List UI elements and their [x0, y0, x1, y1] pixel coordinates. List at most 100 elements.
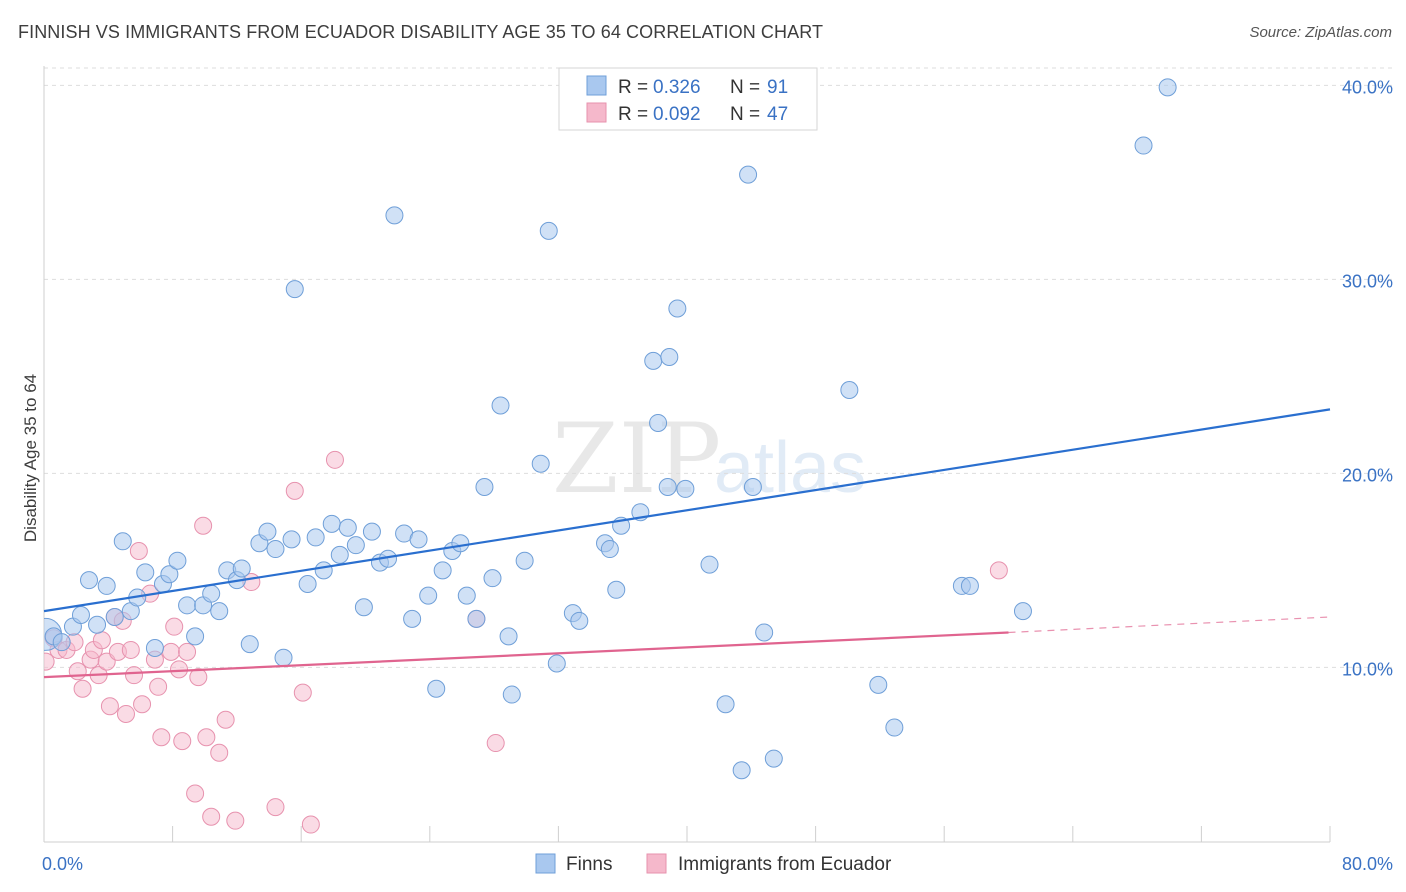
finns-point — [869, 675, 888, 694]
finns-point — [71, 606, 90, 625]
watermark: ZIP atlas — [552, 403, 866, 515]
finns-point — [1134, 136, 1153, 155]
finns-point — [739, 165, 758, 184]
finns-point — [285, 280, 304, 299]
finns-point — [885, 718, 904, 737]
finns-point — [658, 477, 677, 496]
finns-point — [346, 536, 365, 555]
finns-point — [330, 545, 349, 564]
finns-point — [274, 648, 293, 667]
legend-finns-r-label: R = — [618, 77, 648, 98]
source-credit: Source: ZipAtlas.com — [1249, 24, 1392, 41]
finns-point — [298, 574, 317, 593]
finns-points — [44, 78, 1177, 780]
ecuador-point — [301, 815, 320, 834]
finns-point — [306, 528, 325, 547]
bottom-legend-finns-swatch — [535, 853, 556, 874]
finns-point — [314, 561, 333, 580]
ecuador-point — [216, 710, 235, 729]
ecuador-point — [44, 652, 55, 671]
legend-ecuador-r-label: R = — [618, 104, 648, 125]
finns-point — [266, 540, 285, 559]
finns-point — [1158, 78, 1177, 97]
finns-point — [764, 749, 783, 768]
y-tick-label: 40.0% — [1342, 77, 1393, 97]
finns-point — [515, 551, 534, 570]
ecuador-point — [989, 561, 1008, 580]
finns-point — [960, 576, 979, 595]
y-tick-label: 20.0% — [1342, 465, 1393, 485]
ecuador-point — [133, 695, 152, 714]
ecuador-point — [161, 642, 180, 661]
ecuador-point — [325, 450, 344, 469]
ecuador-point — [189, 668, 208, 687]
finns-point — [649, 413, 668, 432]
legend-box: R = 0.326 N = 91 R = 0.092 N = 47 — [558, 67, 818, 131]
finns-point — [547, 654, 566, 673]
finns-point — [338, 518, 357, 537]
ecuador-point — [92, 631, 111, 650]
legend-finns-n-value: 91 — [767, 77, 788, 98]
y-tick-label: 30.0% — [1342, 271, 1393, 291]
finns-point — [600, 540, 619, 559]
finns-trend-line — [43, 408, 1331, 613]
ecuador-point — [73, 679, 92, 698]
bottom-legend-finns-label: Finns — [566, 854, 612, 875]
finns-point — [282, 530, 301, 549]
finns-point — [362, 522, 381, 541]
ecuador-point — [152, 728, 171, 747]
ecuador-point — [197, 728, 216, 747]
bottom-legend: Finns Immigrants from Ecuador — [535, 853, 892, 875]
ecuador-point — [121, 640, 140, 659]
ecuador-point — [266, 798, 285, 817]
finns-point — [409, 530, 428, 549]
x-tick-label: 80.0% — [1342, 854, 1393, 874]
ecuador-point — [116, 704, 135, 723]
finns-point — [385, 206, 404, 225]
legend-finns-swatch — [586, 75, 607, 96]
ecuador-point — [125, 666, 144, 685]
finns-point — [451, 534, 470, 553]
legend-ecuador-r-value: 0.092 — [653, 104, 701, 125]
finns-point — [531, 454, 550, 473]
finns-point — [240, 635, 259, 654]
finns-point — [539, 221, 558, 240]
ecuador-point — [194, 516, 213, 535]
finns-point — [210, 602, 229, 621]
ecuador-point — [173, 732, 192, 751]
finns-point — [570, 611, 589, 630]
finns-point — [202, 584, 221, 603]
legend-finns-n-label: N = — [730, 77, 760, 98]
finns-point — [475, 477, 494, 496]
ecuador-points — [44, 450, 1008, 834]
x-tick-label: 0.0% — [42, 854, 83, 874]
finns-point — [322, 514, 341, 533]
finns-point — [467, 609, 486, 628]
finns-point — [88, 615, 107, 634]
bottom-legend-ecuador-swatch — [646, 853, 667, 874]
finns-point — [700, 555, 719, 574]
finns-point — [644, 351, 663, 370]
ecuador-point — [210, 743, 229, 762]
legend-finns-r-value: 0.326 — [653, 77, 701, 98]
ecuador-point — [178, 642, 197, 661]
ecuador-point — [486, 734, 505, 753]
ecuador-trend-line — [43, 631, 1009, 679]
finns-point — [427, 679, 446, 698]
finns-point — [136, 563, 155, 582]
finns-point — [499, 627, 518, 646]
x-tick-labels: 0.0% 80.0% — [42, 854, 1393, 874]
bottom-legend-ecuador-label: Immigrants from Ecuador — [678, 854, 892, 875]
legend-ecuador-swatch — [586, 102, 607, 123]
finns-point — [403, 609, 422, 628]
ecuador-point — [129, 542, 148, 560]
finns-point — [491, 396, 510, 415]
finns-point — [433, 561, 452, 580]
legend-ecuador-n-label: N = — [730, 104, 760, 125]
trend-lines — [43, 408, 1331, 679]
chart-title: FINNISH VS IMMIGRANTS FROM ECUADOR DISAB… — [18, 22, 824, 42]
ecuador-point — [202, 807, 221, 826]
finns-point — [716, 695, 735, 714]
watermark-atlas: atlas — [714, 428, 866, 508]
